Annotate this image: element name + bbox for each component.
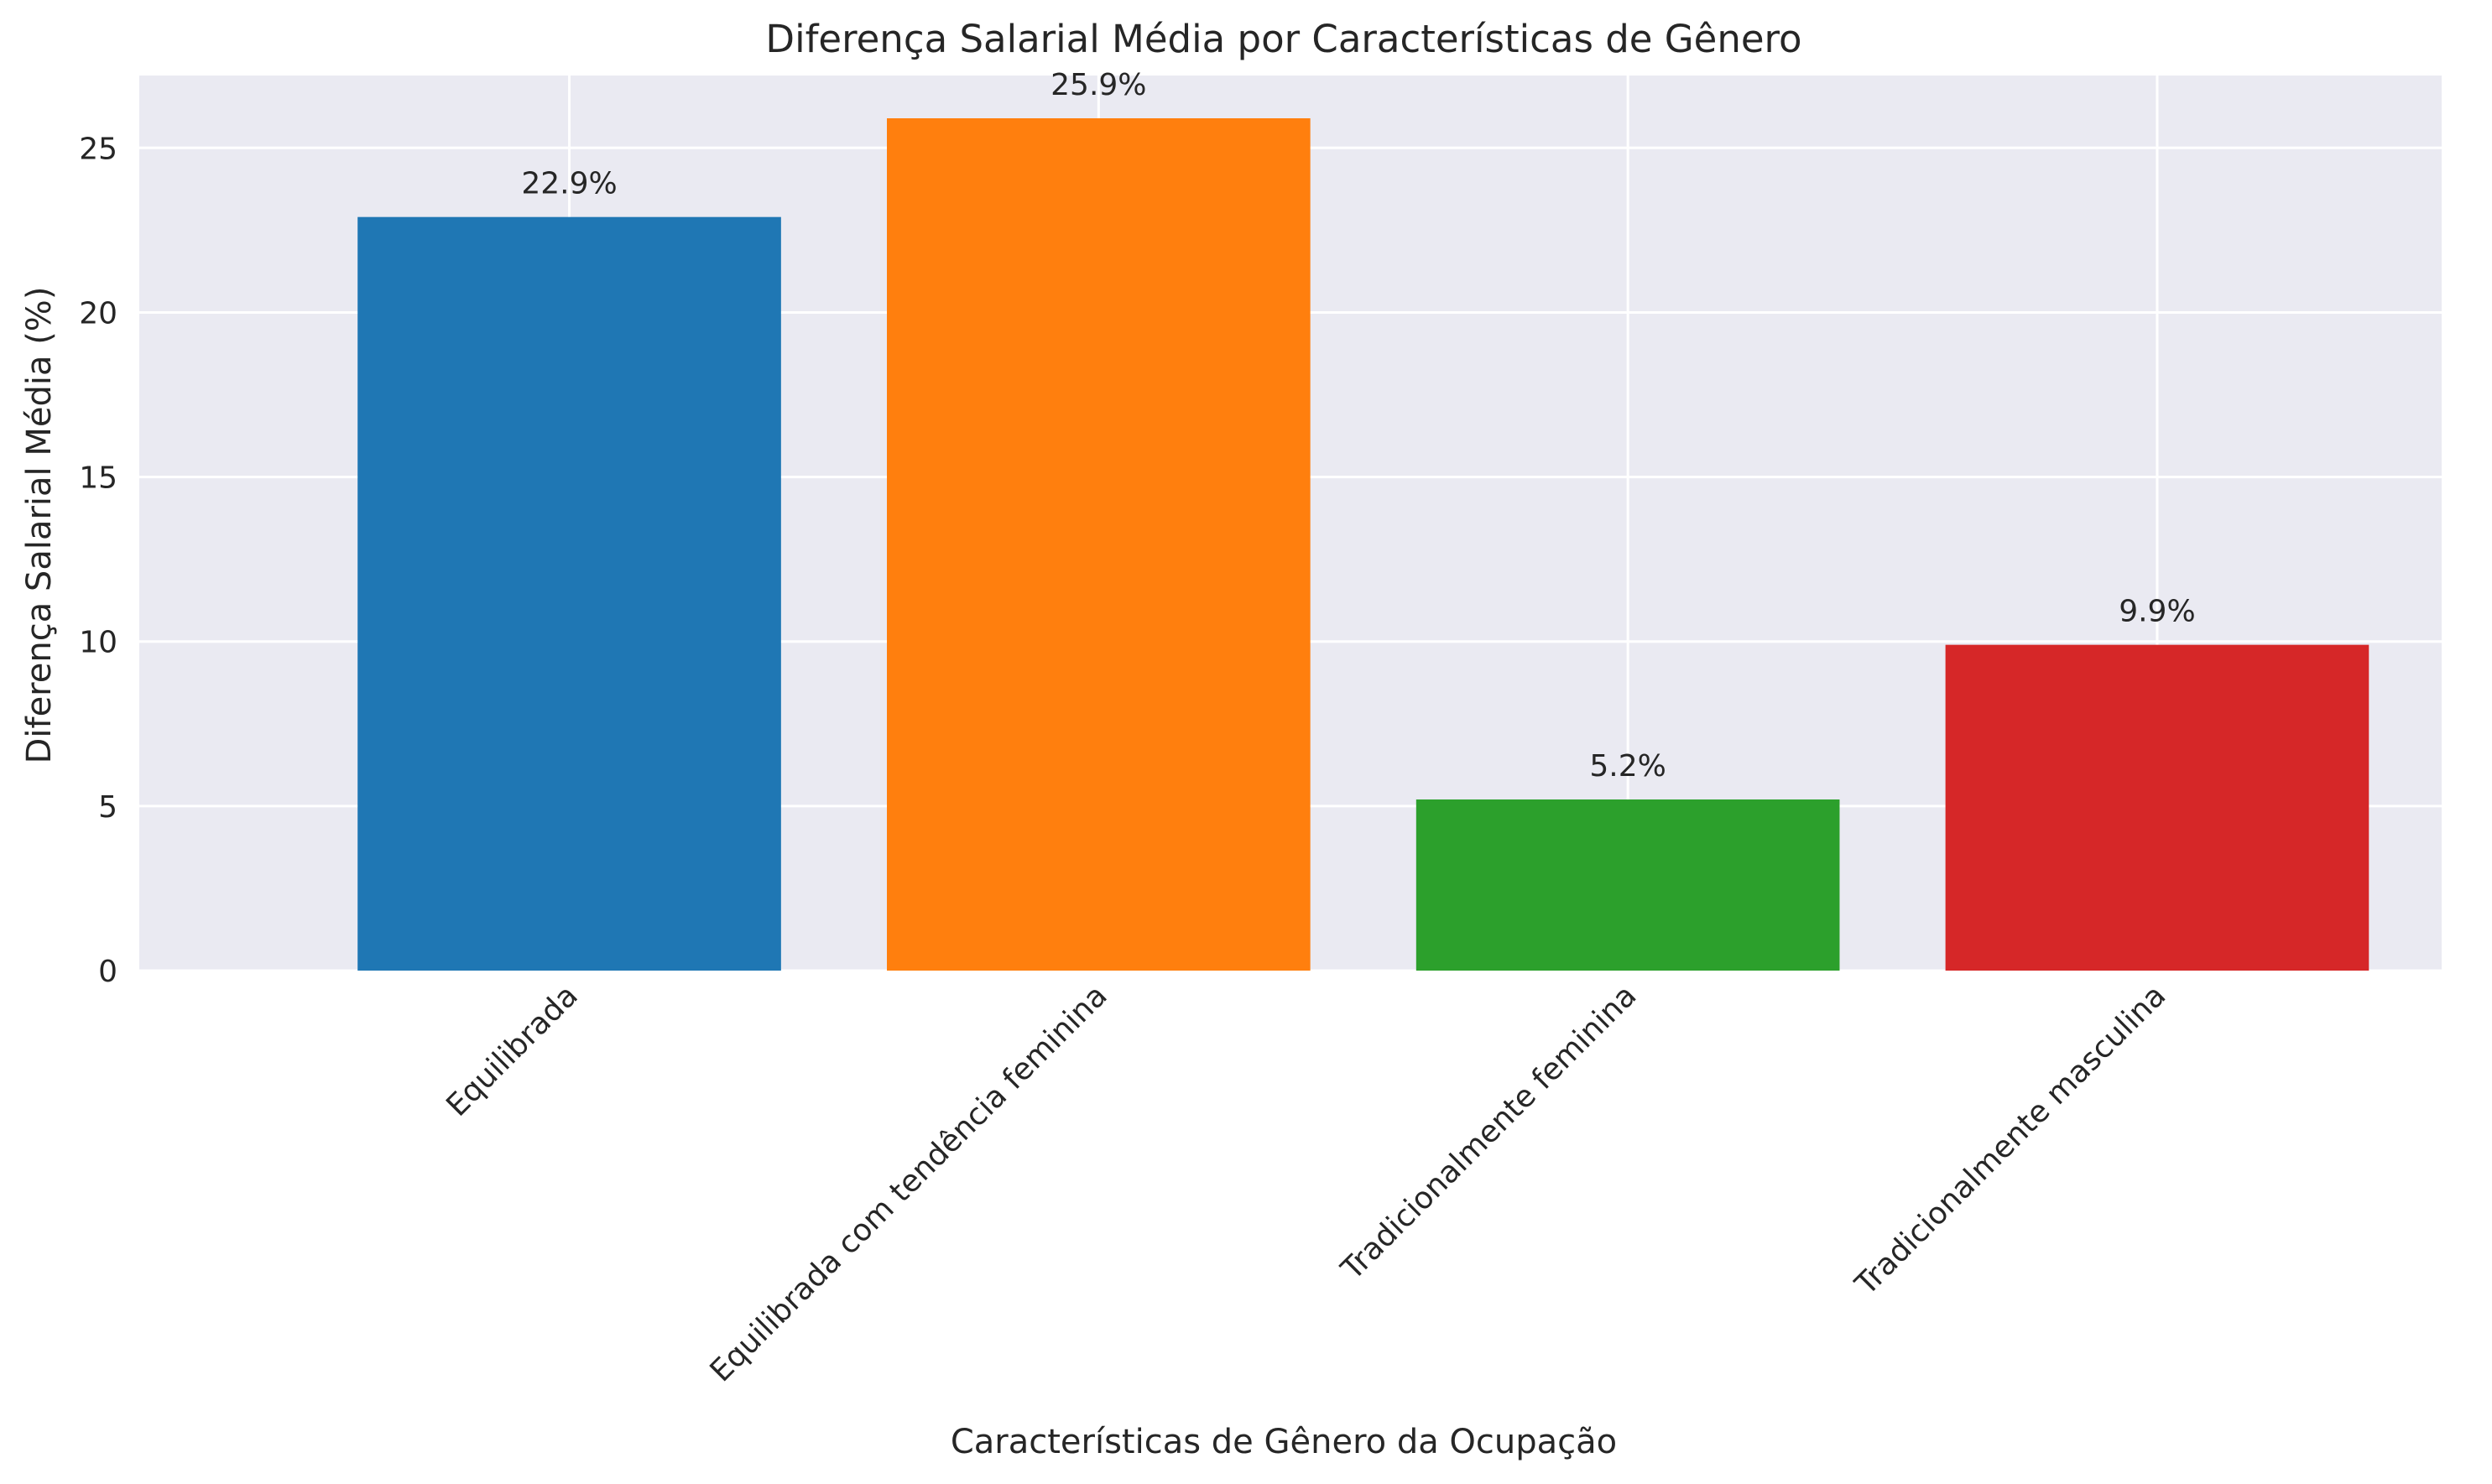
- y-axis-label: Diferença Salarial Média (%): [20, 287, 59, 764]
- x-tick-label: Tradicionalmente masculina: [1848, 978, 2172, 1302]
- x-axis-label: Características de Gênero da Ocupação: [951, 1423, 1617, 1461]
- bar-value-label: 5.2%: [1589, 749, 1666, 784]
- y-tick-label: 20: [79, 296, 117, 331]
- y-tick-label: 0: [98, 955, 117, 989]
- y-axis-ticks: 0 5 10 15 20 25: [79, 132, 117, 989]
- y-tick-label: 25: [79, 132, 117, 166]
- x-tick-label: Tradicionalmente feminina: [1334, 978, 1643, 1287]
- x-tick-label: Equilibrada: [440, 978, 585, 1123]
- bar-value-label: 25.9%: [1050, 68, 1146, 102]
- y-tick-label: 15: [79, 461, 117, 496]
- data-labels: 22.9% 25.9% 5.2% 9.9%: [521, 68, 2195, 784]
- y-tick-label: 10: [79, 626, 117, 660]
- bar-value-label: 9.9%: [2119, 595, 2195, 629]
- x-tick-label: Equilibrada com tendência feminina: [704, 978, 1114, 1388]
- bar: [1415, 799, 1840, 971]
- bar-value-label: 22.9%: [521, 167, 617, 201]
- y-tick-label: 5: [98, 790, 117, 825]
- bars: [357, 117, 2369, 971]
- bar: [887, 117, 1311, 971]
- bar: [1945, 644, 2369, 971]
- bar: [357, 216, 781, 971]
- x-axis-ticks: Equilibrada Equilibrada com tendência fem…: [440, 978, 2172, 1388]
- chart-title: Diferença Salarial Média por Característ…: [765, 17, 1801, 61]
